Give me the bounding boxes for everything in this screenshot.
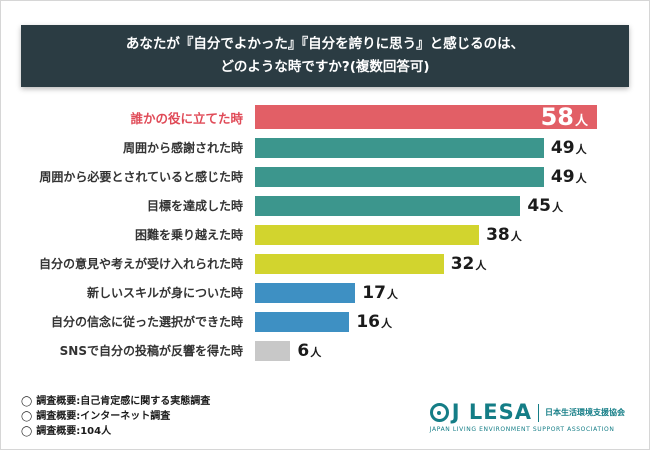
bar: 49 人 bbox=[255, 137, 587, 158]
value-unit: 人 bbox=[475, 258, 487, 272]
bar-label: 自分の意見や考えが受け入れられた時 bbox=[38, 257, 243, 271]
logo-org-jp: 日本生活環境支援協会 bbox=[545, 408, 625, 417]
title-line-2: どのような時ですか?(複数回答可) bbox=[220, 58, 430, 75]
chart-row: 周囲から感謝された時 49 人 bbox=[15, 133, 597, 162]
bar-label: SNSで自分の投稿が反響を得た時 bbox=[59, 344, 243, 358]
note-text: 調査概要:インターネット調査 bbox=[36, 411, 171, 422]
bar-label: 困難を乗り越えた時 bbox=[134, 228, 243, 242]
value-unit: 人 bbox=[386, 287, 398, 301]
bar-label: 自分の信念に従った選択ができた時 bbox=[50, 315, 243, 329]
bar-value: 58 人 bbox=[540, 103, 588, 131]
bar: 58 人 bbox=[255, 103, 597, 131]
bar: 16 人 bbox=[255, 311, 392, 332]
bar-value: 49 人 bbox=[550, 137, 587, 158]
note-item: ◯ 調査概要:インターネット調査 bbox=[21, 409, 210, 424]
note-bullet-icon: ◯ bbox=[21, 426, 33, 437]
note-item: ◯ 調査概要:104人 bbox=[21, 424, 210, 439]
note-bullet-icon: ◯ bbox=[21, 396, 33, 407]
logo-name: J LESA bbox=[451, 400, 532, 424]
chart-row: 周囲から必要とされていると感じた時 49 人 bbox=[15, 162, 597, 191]
bar-value: 38 人 bbox=[486, 224, 522, 245]
value-unit: 人 bbox=[310, 345, 322, 359]
organization-logo: J LESA 日本生活環境支援協会 JAPAN LIVING ENVIRONME… bbox=[429, 400, 625, 433]
bar-label: 周囲から必要とされていると感じた時 bbox=[39, 170, 243, 184]
bar-value: 49 人 bbox=[550, 166, 587, 187]
value-unit: 人 bbox=[510, 229, 522, 243]
bar-value: 17 人 bbox=[362, 282, 398, 303]
note-text: 調査概要:104人 bbox=[36, 426, 112, 437]
chart-row: 誰かの役に立てた時 58 人 bbox=[15, 101, 597, 133]
bar: 49 人 bbox=[255, 166, 587, 187]
chart-row: 目標を達成した時 45 人 bbox=[15, 191, 597, 220]
bar: 38 人 bbox=[255, 224, 522, 245]
note-bullet-icon: ◯ bbox=[21, 411, 33, 422]
chart-row: 自分の意見や考えが受け入れられた時 32 人 bbox=[15, 249, 597, 278]
value-unit: 人 bbox=[552, 200, 564, 214]
bar-chart: 誰かの役に立てた時 58 人 周囲から感謝された時 49 人 周囲から必要とされてい… bbox=[15, 101, 597, 365]
bar: 45 人 bbox=[255, 195, 563, 216]
chart-row: 新しいスキルが身についた時 17 人 bbox=[15, 278, 597, 307]
value-unit: 人 bbox=[575, 171, 587, 185]
bar-value: 32 人 bbox=[450, 253, 487, 274]
value-unit: 人 bbox=[575, 142, 587, 156]
value-unit: 人 bbox=[381, 316, 393, 330]
bar-label: 目標を達成した時 bbox=[146, 199, 243, 213]
note-text: 調査概要:自己肯定感に関する実態調査 bbox=[36, 396, 211, 407]
bar: 17 人 bbox=[255, 282, 398, 303]
bar-label: 周囲から感謝された時 bbox=[122, 141, 243, 155]
logo-org-en: JAPAN LIVING ENVIRONMENT SUPPORT ASSOCIA… bbox=[429, 426, 615, 433]
logo-divider bbox=[538, 403, 539, 422]
chart-row: 困難を乗り越えた時 38 人 bbox=[15, 220, 597, 249]
bar: 32 人 bbox=[255, 253, 486, 274]
logo-circle-icon bbox=[429, 403, 449, 422]
title-banner: あなたが『自分でよかった』『自分を誇りに思う』と感じるのは、 どのような時ですか… bbox=[21, 25, 629, 87]
bar-label: 誰かの役に立てた時 bbox=[130, 110, 243, 126]
bar-value: 45 人 bbox=[527, 195, 564, 216]
bar-value: 16 人 bbox=[356, 311, 393, 332]
title-line-1: あなたが『自分でよかった』『自分を誇りに思う』と感じるのは、 bbox=[125, 36, 525, 52]
bar-label: 新しいスキルが身についた時 bbox=[86, 286, 243, 300]
note-item: ◯ 調査概要:自己肯定感に関する実態調査 bbox=[21, 394, 210, 409]
chart-row: 自分の信念に従った選択ができた時 16 人 bbox=[15, 307, 597, 336]
value-unit: 人 bbox=[574, 114, 588, 129]
footer-notes: ◯ 調査概要:自己肯定感に関する実態調査 ◯ 調査概要:インターネット調査 ◯ … bbox=[21, 394, 210, 439]
